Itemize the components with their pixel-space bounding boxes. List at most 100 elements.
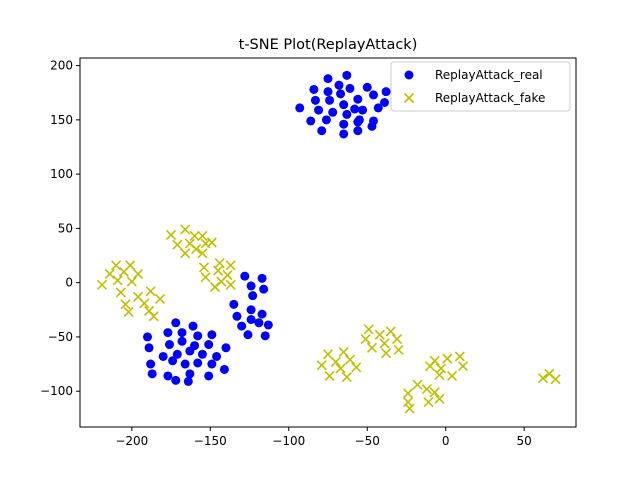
- fake-point: [537, 373, 549, 384]
- real-point: [342, 109, 352, 119]
- real-point: [367, 121, 377, 131]
- y-tick-label: −50: [48, 330, 73, 344]
- real-point: [229, 299, 239, 309]
- real-point: [260, 331, 270, 341]
- real-point: [339, 129, 349, 139]
- real-point: [197, 349, 207, 359]
- plot-frame: [79, 57, 577, 428]
- fake-point: [123, 306, 134, 318]
- fake-point: [200, 272, 211, 283]
- real-point: [204, 371, 214, 381]
- y-tick-label: −100: [40, 384, 73, 398]
- real-point: [369, 90, 379, 100]
- real-point: [334, 80, 344, 90]
- fake-point: [454, 351, 465, 362]
- real-point: [168, 356, 178, 366]
- real-point: [246, 281, 256, 291]
- fake-point: [402, 388, 414, 399]
- x-tick-label: −100: [272, 434, 305, 448]
- fake-point: [133, 268, 144, 280]
- y-tick-label: 200: [50, 59, 73, 73]
- fake-point: [381, 348, 392, 359]
- fake-point: [550, 374, 561, 385]
- real-point: [380, 97, 390, 107]
- legend-label-real: ReplayAttack_real: [435, 68, 543, 82]
- fake-point: [225, 279, 236, 290]
- real-point: [193, 358, 203, 368]
- fake-point: [435, 363, 447, 374]
- real-point: [207, 359, 217, 369]
- real-point: [232, 311, 242, 321]
- real-point: [257, 273, 267, 283]
- legend-label-fake: ReplayAttack_fake: [435, 91, 545, 105]
- fake-point: [434, 393, 445, 404]
- fake-point: [316, 360, 327, 371]
- fake-point: [120, 299, 131, 310]
- real-point: [328, 107, 338, 117]
- real-point: [259, 284, 269, 294]
- fake-point: [404, 403, 415, 414]
- fake-point: [351, 362, 362, 373]
- real-point: [177, 328, 187, 338]
- real-point: [147, 369, 157, 379]
- x-axis: −200 −150 −100 −50 0 50: [115, 427, 532, 448]
- x-tick-label: −200: [115, 434, 148, 448]
- real-point: [177, 336, 187, 346]
- fake-point: [154, 293, 166, 305]
- real-point: [193, 331, 203, 341]
- real-point: [314, 105, 324, 115]
- fake-point: [322, 349, 334, 360]
- real-point: [353, 94, 363, 104]
- x-tick-label: −50: [355, 434, 380, 448]
- fake-point: [366, 342, 378, 353]
- fake-point: [457, 361, 469, 372]
- fake-point: [363, 324, 374, 335]
- real-point: [358, 105, 368, 115]
- fake-point: [209, 281, 221, 293]
- real-point: [221, 343, 231, 353]
- fake-point: [180, 248, 191, 259]
- fake-point: [225, 260, 236, 271]
- real-point: [185, 346, 195, 356]
- real-point: [339, 100, 349, 110]
- fake-point: [148, 311, 159, 322]
- fake-point: [213, 265, 224, 276]
- fake-point: [335, 363, 346, 374]
- real-point: [362, 82, 372, 92]
- real-point: [342, 70, 352, 80]
- real-point: [339, 119, 349, 129]
- real-point: [144, 343, 154, 353]
- real-point: [354, 115, 364, 125]
- real-point: [246, 305, 256, 315]
- x-tick-label: −150: [194, 434, 227, 448]
- real-point: [237, 321, 247, 331]
- fake-point: [111, 260, 122, 271]
- legend-box: [390, 61, 571, 112]
- fake-point: [165, 229, 177, 240]
- data-marks: [96, 70, 561, 414]
- real-point: [163, 328, 173, 338]
- x-tick-label: 0: [442, 434, 450, 448]
- fake-point: [115, 287, 126, 298]
- fake-point: [126, 276, 137, 287]
- fake-point: [197, 248, 208, 259]
- chart-title: t-SNE Plot(ReplayAttack): [239, 37, 418, 53]
- fake-point: [402, 396, 414, 408]
- real-point: [323, 74, 333, 84]
- real-point: [171, 318, 181, 328]
- fake-point: [360, 334, 371, 345]
- legend-marker-real: [404, 70, 414, 80]
- fake-point: [112, 275, 123, 286]
- fake-point: [379, 338, 390, 349]
- fake-point: [338, 347, 349, 358]
- fake-point: [423, 396, 434, 408]
- fake-point: [139, 298, 150, 309]
- fake-point: [189, 230, 200, 242]
- fake-point: [104, 268, 115, 280]
- fake-point: [330, 356, 341, 367]
- y-tick-label: 150: [50, 113, 73, 127]
- real-point: [353, 126, 363, 136]
- real-point: [263, 320, 273, 330]
- real-point: [257, 309, 267, 319]
